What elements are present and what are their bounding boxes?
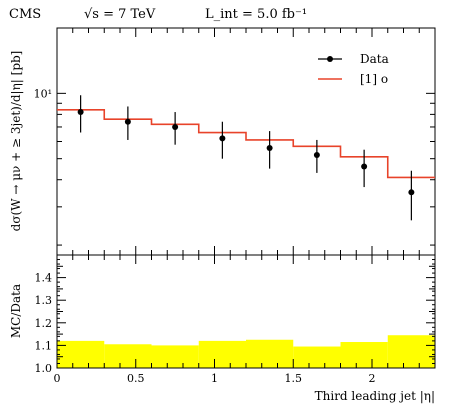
data-point: [172, 123, 179, 130]
main-ticks: [56, 27, 436, 255]
ratio-panel: 1.0 1.1 1.2 1.3 1.4 0 0.5 1 1.5 2 MC/Data Third …: [9, 254, 436, 403]
ratio-ytick-label: 1.4: [35, 272, 53, 285]
experiment-label: CMS: [9, 7, 41, 22]
data-point: [408, 189, 415, 196]
ratio-band-bin: [293, 346, 341, 368]
ratio-band-bin: [340, 342, 388, 368]
xtick-label: 1: [211, 372, 218, 385]
legend-data-marker: [327, 56, 333, 62]
data-point: [219, 135, 226, 142]
xlabel: Third leading jet |η|: [315, 389, 435, 403]
legend: Data [1] o: [318, 52, 389, 86]
data-point: [77, 109, 84, 116]
data-point: [361, 163, 368, 170]
ratio-ytick-label: 1.1: [35, 339, 53, 352]
mc-histogram-line: [57, 108, 435, 179]
ratio-band-bin: [104, 344, 152, 368]
xtick-label: 1.5: [285, 372, 303, 385]
main-ytick-label: 10¹: [34, 87, 52, 100]
ratio-band: [57, 335, 435, 368]
ratio-ytick-label: 1.0: [35, 362, 53, 375]
lumi-label: L_int = 5.0 fb⁻¹: [205, 7, 307, 22]
xtick-labels: 0 0.5 1 1.5 2: [54, 372, 376, 385]
main-panel: 10¹ dσ(W → μν + ≥ 3jet)/d|η| [pb] Data […: [9, 27, 436, 256]
ratio-band-bin: [198, 340, 246, 368]
legend-mc-label: [1] o: [360, 72, 388, 86]
ratio-ytick-label: 1.2: [35, 317, 53, 330]
ratio-band-bin: [151, 345, 199, 368]
ratio-ytick-labels: 1.0 1.1 1.2 1.3 1.4: [35, 272, 53, 375]
mc-histogram: [57, 108, 435, 179]
xtick-label: 0.5: [127, 372, 145, 385]
data-point: [124, 118, 131, 125]
xtick-label: 2: [369, 372, 376, 385]
data-point: [266, 145, 273, 152]
ratio-band-bin: [387, 335, 435, 368]
xtick-label: 0: [54, 372, 61, 385]
legend-data-label: Data: [360, 52, 389, 66]
data-point: [313, 151, 320, 158]
ratio-band-bin: [246, 339, 294, 368]
energy-label: √s = 7 TeV: [84, 7, 156, 22]
ratio-ylabel: MC/Data: [9, 284, 23, 338]
ratio-ticks: [56, 254, 436, 369]
ratio-ytick-label: 1.3: [35, 294, 53, 307]
main-ylabel: dσ(W → μν + ≥ 3jet)/d|η| [pb]: [9, 51, 23, 232]
data-points: [77, 95, 415, 221]
